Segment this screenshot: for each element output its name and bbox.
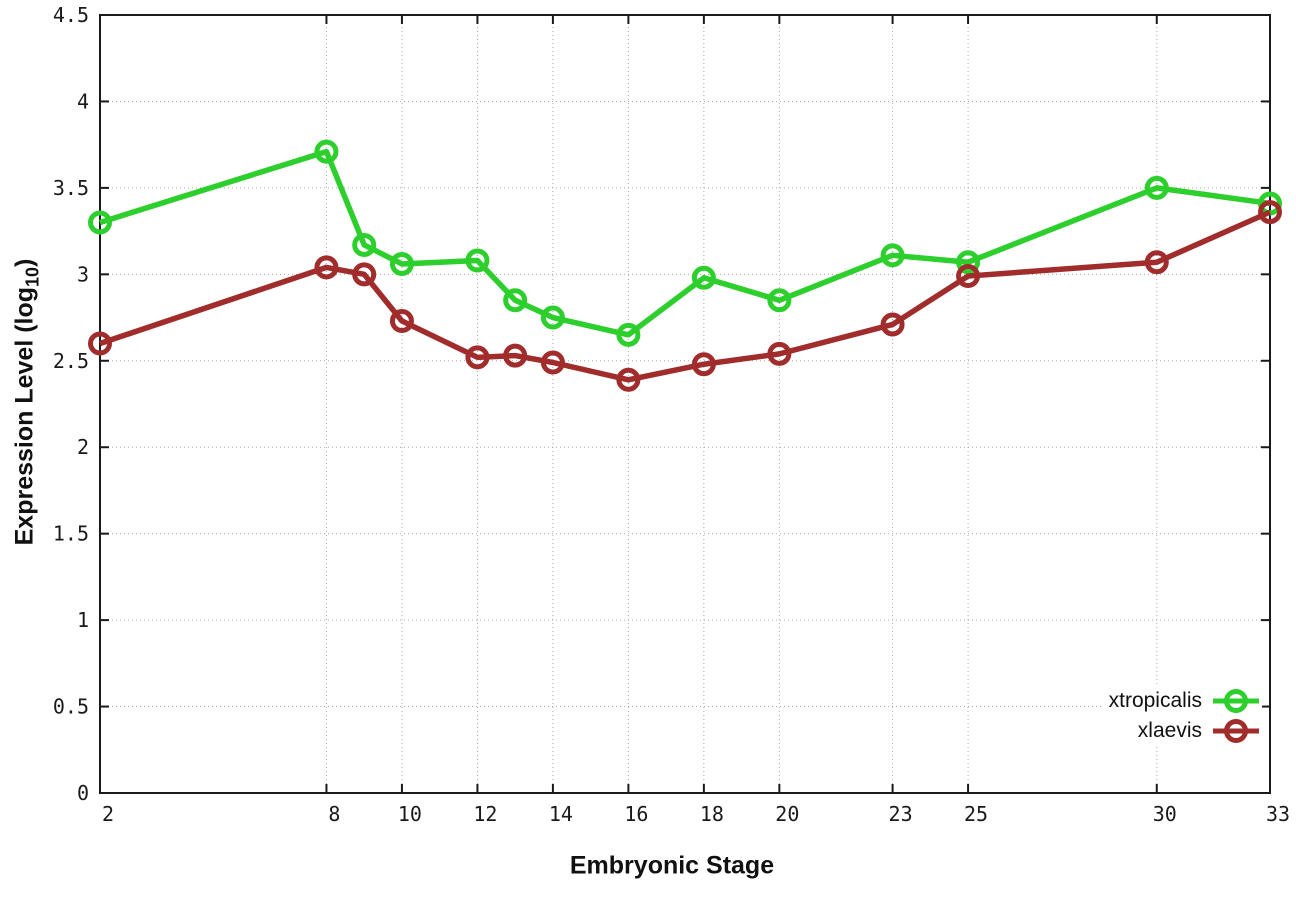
legend: xtropicalis xlaevis [1102, 686, 1262, 746]
legend-label-xlaevis: xlaevis [1137, 719, 1202, 742]
data-point-xtropicalis [389, 251, 414, 276]
data-point-xtropicalis [503, 288, 528, 313]
y-tick-label: 3 [77, 262, 89, 286]
data-point-xlaevis [88, 331, 112, 356]
legend-label-xtropicalis: xtropicalis [1108, 689, 1202, 712]
data-point-xlaevis [389, 309, 414, 334]
y-axis-title-close: ) [10, 258, 39, 267]
data-point-xtropicalis [540, 305, 565, 330]
y-tick-label: 4.5 [53, 3, 89, 27]
y-tick-label: 4 [77, 89, 89, 113]
y-tick-label: 0 [77, 781, 89, 805]
legend-marker-xlaevis [1213, 719, 1259, 743]
data-point-xlaevis [465, 345, 490, 370]
x-tick-label: 30 [1153, 802, 1177, 826]
x-tick-label: 18 [700, 802, 724, 826]
y-tick-label: 2.5 [53, 349, 89, 373]
y-axis-title-subscript: 10 [22, 266, 43, 287]
data-point-xlaevis [352, 262, 377, 287]
x-tick-label: 8 [328, 802, 340, 826]
legend-item-xlaevis: xlaevis [1109, 716, 1262, 746]
data-point-xlaevis [540, 350, 565, 375]
data-point-xlaevis [767, 341, 792, 366]
data-point-xtropicalis [767, 288, 792, 313]
data-point-xlaevis [691, 352, 716, 377]
data-point-xlaevis [314, 255, 339, 280]
data-point-xlaevis [956, 264, 981, 289]
data-point-xtropicalis [616, 322, 641, 347]
x-tick-label: 23 [889, 802, 913, 826]
data-point-xtropicalis [1144, 175, 1169, 200]
y-tick-label: 1 [77, 608, 89, 632]
x-tick-label: 14 [549, 802, 573, 826]
data-point-xtropicalis [88, 210, 112, 235]
y-tick-label: 1.5 [53, 522, 89, 546]
data-point-xlaevis [1144, 250, 1169, 275]
x-tick-label: 10 [398, 802, 422, 826]
y-axis-title-text: Expression Level (log [10, 286, 39, 546]
y-tick-label: 0.5 [53, 695, 89, 719]
series-line-xtropicalis [99, 148, 1271, 338]
data-point-xlaevis [1258, 200, 1282, 225]
legend-marker-xtropicalis [1213, 689, 1259, 713]
data-point-xlaevis [880, 312, 905, 337]
x-tick-label: 2 [102, 802, 114, 826]
data-point-xtropicalis [314, 139, 339, 164]
x-tick-label: 25 [964, 802, 988, 826]
data-point-xtropicalis [465, 248, 490, 273]
plot-border [99, 14, 1271, 794]
x-axis-title: Embryonic Stage [569, 851, 775, 880]
x-tick-label: 12 [473, 802, 497, 826]
data-point-xtropicalis [691, 265, 716, 290]
legend-item-xtropicalis: xtropicalis [1109, 686, 1262, 716]
data-point-xlaevis [616, 367, 641, 392]
data-point-xtropicalis [956, 250, 981, 275]
data-point-xtropicalis [352, 232, 377, 257]
series-line-xlaevis [99, 209, 1272, 383]
x-tick-label: 16 [624, 802, 648, 826]
x-tick-label: 20 [775, 802, 799, 826]
y-tick-label: 3.5 [53, 176, 89, 200]
y-tick-label: 2 [77, 435, 89, 459]
data-point-xlaevis [503, 343, 528, 368]
y-axis-title: Expression Level (log10) [11, 259, 44, 546]
data-point-xtropicalis [880, 243, 905, 268]
x-tick-label: 33 [1266, 802, 1290, 826]
